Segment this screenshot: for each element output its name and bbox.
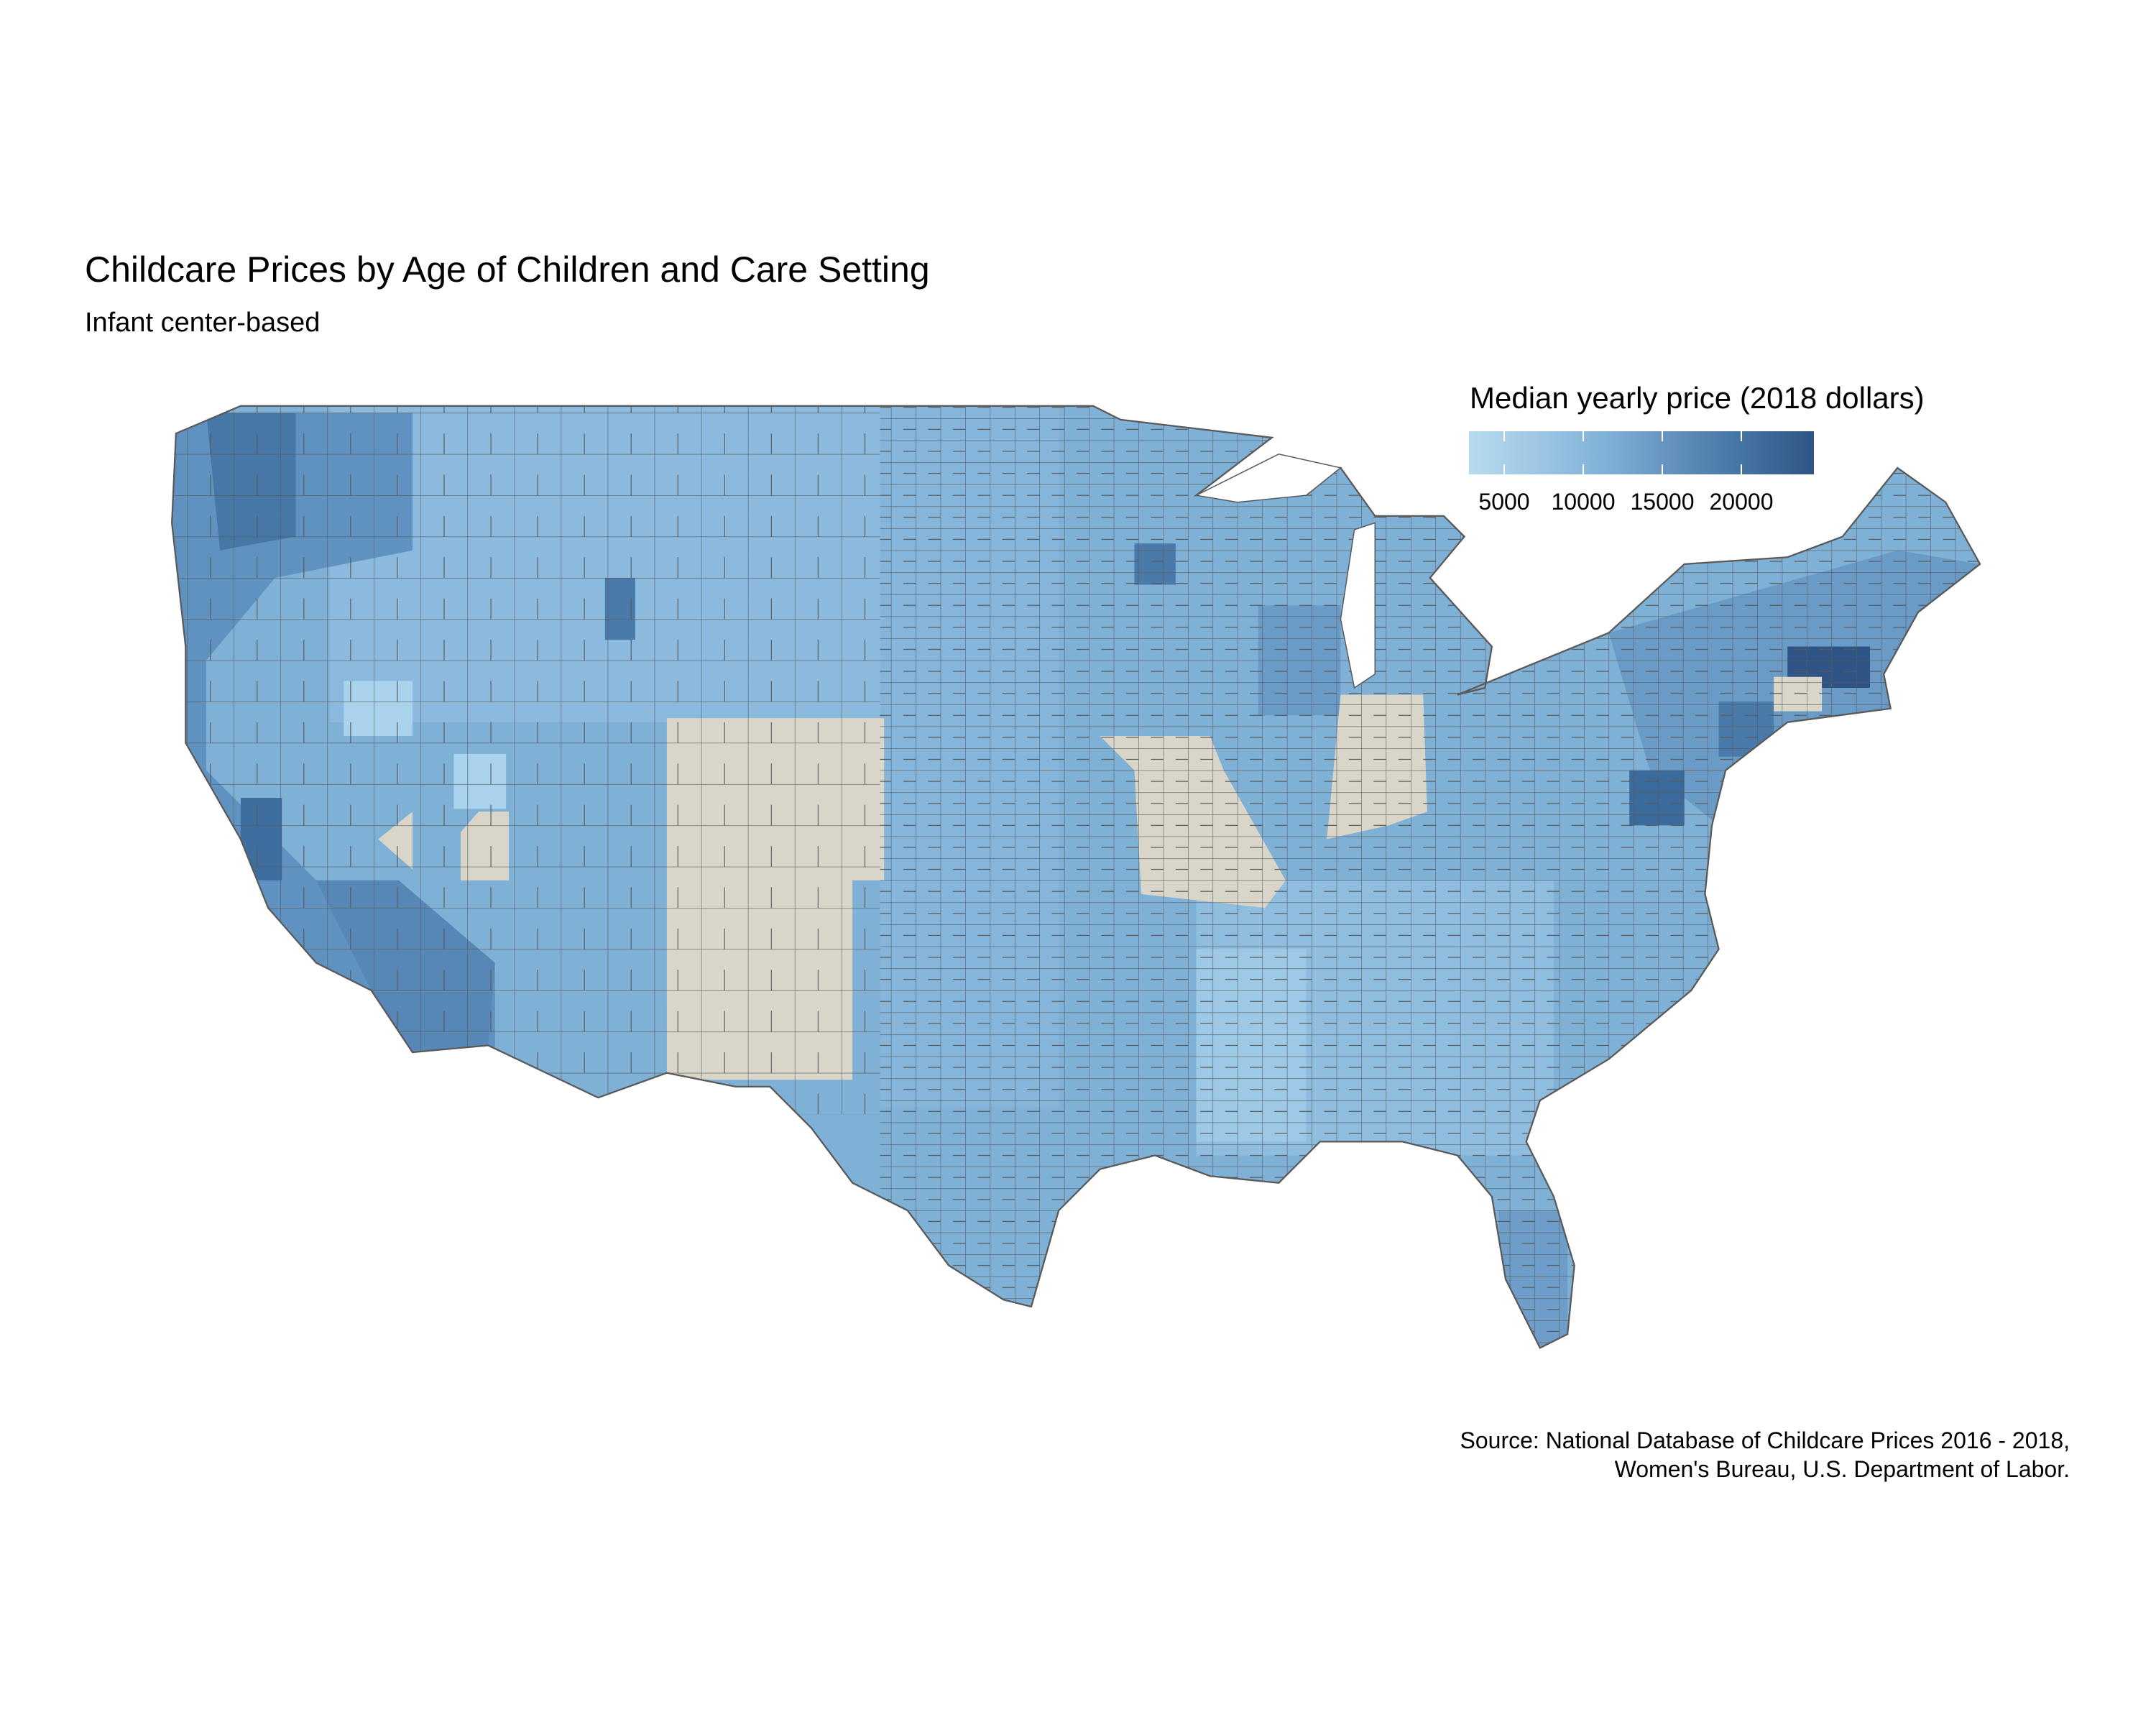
chart-subtitle: Infant center-based [85,308,321,338]
legend-tick-label: 15000 [1630,489,1695,515]
lake-michigan [1340,522,1376,689]
legend-tick-label: 5000 [1478,489,1530,515]
county-borders-east [880,405,1981,1348]
county-borders-west [172,405,880,1115]
legend-tick-label: 20000 [1709,489,1774,515]
legend-title: Median yearly price (2018 dollars) [1470,381,1925,415]
legend-tick-label: 10000 [1551,489,1616,515]
caption-line-1: Source: National Database of Childcare P… [1460,1427,2070,1453]
legend-colorbar [1469,431,1814,474]
source-caption: Source: National Database of Childcare P… [1460,1426,2070,1484]
caption-line-2: Women's Bureau, U.S. Department of Labor… [1614,1456,2070,1482]
lake-superior [1194,453,1342,503]
chart-title: Childcare Prices by Age of Children and … [85,249,930,290]
